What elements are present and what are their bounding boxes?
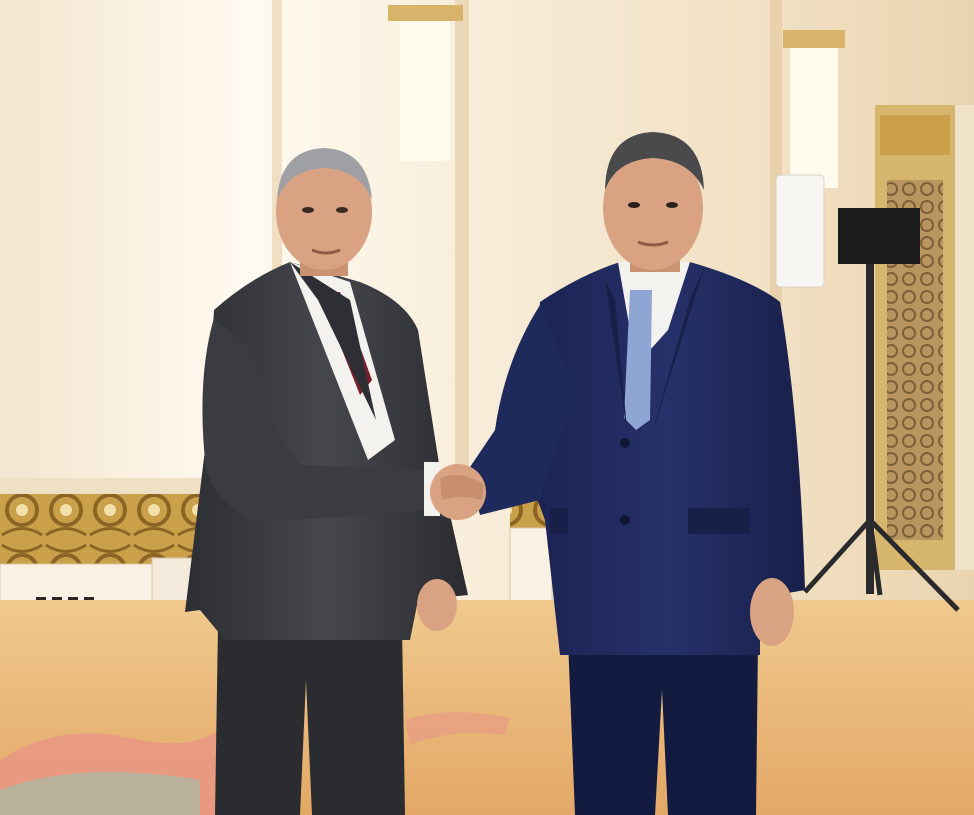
speaker-tripod — [803, 208, 960, 612]
ornate-doorway — [875, 105, 974, 570]
man-right-navy-suit — [468, 132, 805, 815]
wall-sconce-center — [388, 5, 463, 161]
carpet-pattern-teal — [0, 772, 200, 815]
wall-pilaster-left — [272, 0, 282, 470]
handshake — [424, 462, 486, 520]
wall-sconce-right — [783, 30, 845, 188]
carpet-pattern-center — [405, 711, 510, 745]
wall-pilaster-mid — [455, 0, 469, 470]
man-left-grey-suit — [185, 148, 468, 815]
wall-speaker — [775, 174, 825, 288]
